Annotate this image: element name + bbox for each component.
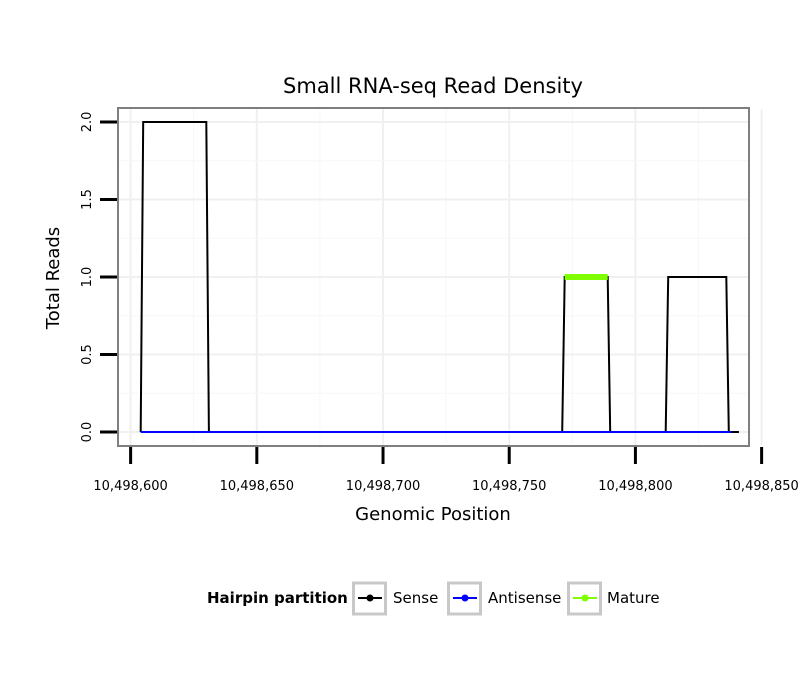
- x-axis: 10,498,600 10,498,650 10,498,700 10,498,750…: [93, 447, 799, 494]
- x-tick-label: 10,498,800: [598, 479, 672, 494]
- y-tick-label: 1.0: [80, 267, 95, 288]
- y-tick-label: 0.0: [80, 422, 95, 443]
- legend-title: Hairpin partition: [207, 589, 348, 607]
- legend-key-dot: [366, 594, 374, 602]
- legend: Hairpin partition Sense Antisense Mature: [207, 581, 660, 616]
- x-tick-label: 10,498,600: [93, 479, 167, 494]
- x-tick-label: 10,498,850: [724, 479, 798, 494]
- y-axis-label: Total Reads: [43, 227, 64, 330]
- y-axis: 0.0 0.5 1.0 1.5 2.0: [80, 112, 117, 443]
- legend-label-sense: Sense: [393, 589, 438, 607]
- x-tick-label: 10,498,700: [346, 479, 420, 494]
- series-layer: [139, 121, 739, 433]
- x-tick-label: 10,498,650: [220, 479, 294, 494]
- legend-key-dot: [581, 594, 589, 602]
- y-tick-label: 2.0: [80, 112, 95, 133]
- y-tick-label: 0.5: [80, 344, 95, 365]
- legend-label-mature: Mature: [607, 589, 660, 607]
- chart-title: Small RNA-seq Read Density: [283, 74, 583, 98]
- legend-key-dot: [461, 594, 469, 602]
- legend-label-antisense: Antisense: [488, 589, 561, 607]
- x-tick-label: 10,498,750: [472, 479, 546, 494]
- x-axis-label: Genomic Position: [355, 504, 511, 525]
- y-tick-label: 1.5: [80, 189, 95, 210]
